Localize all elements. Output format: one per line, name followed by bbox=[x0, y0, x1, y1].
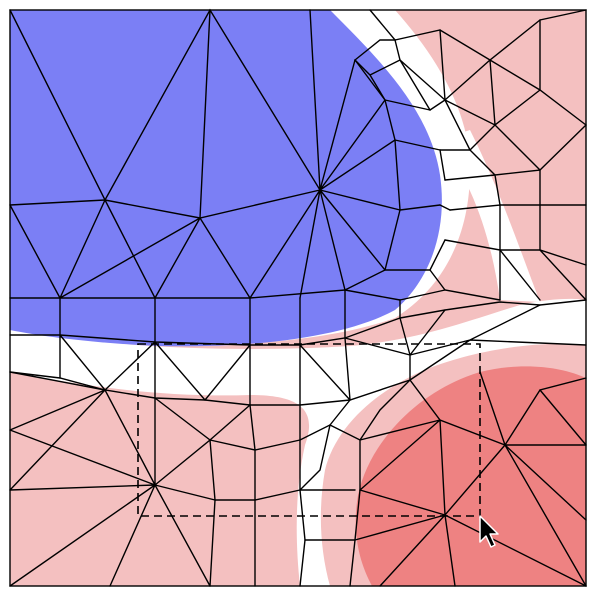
blue-region bbox=[10, 10, 442, 347]
triangle-mesh bbox=[9, 8, 587, 587]
white-band-right bbox=[440, 130, 540, 302]
arrow-pointer-icon bbox=[479, 515, 499, 548]
white-band-lower bbox=[10, 298, 586, 586]
dark-red-region bbox=[355, 366, 586, 586]
selection-marquee[interactable] bbox=[137, 343, 481, 517]
